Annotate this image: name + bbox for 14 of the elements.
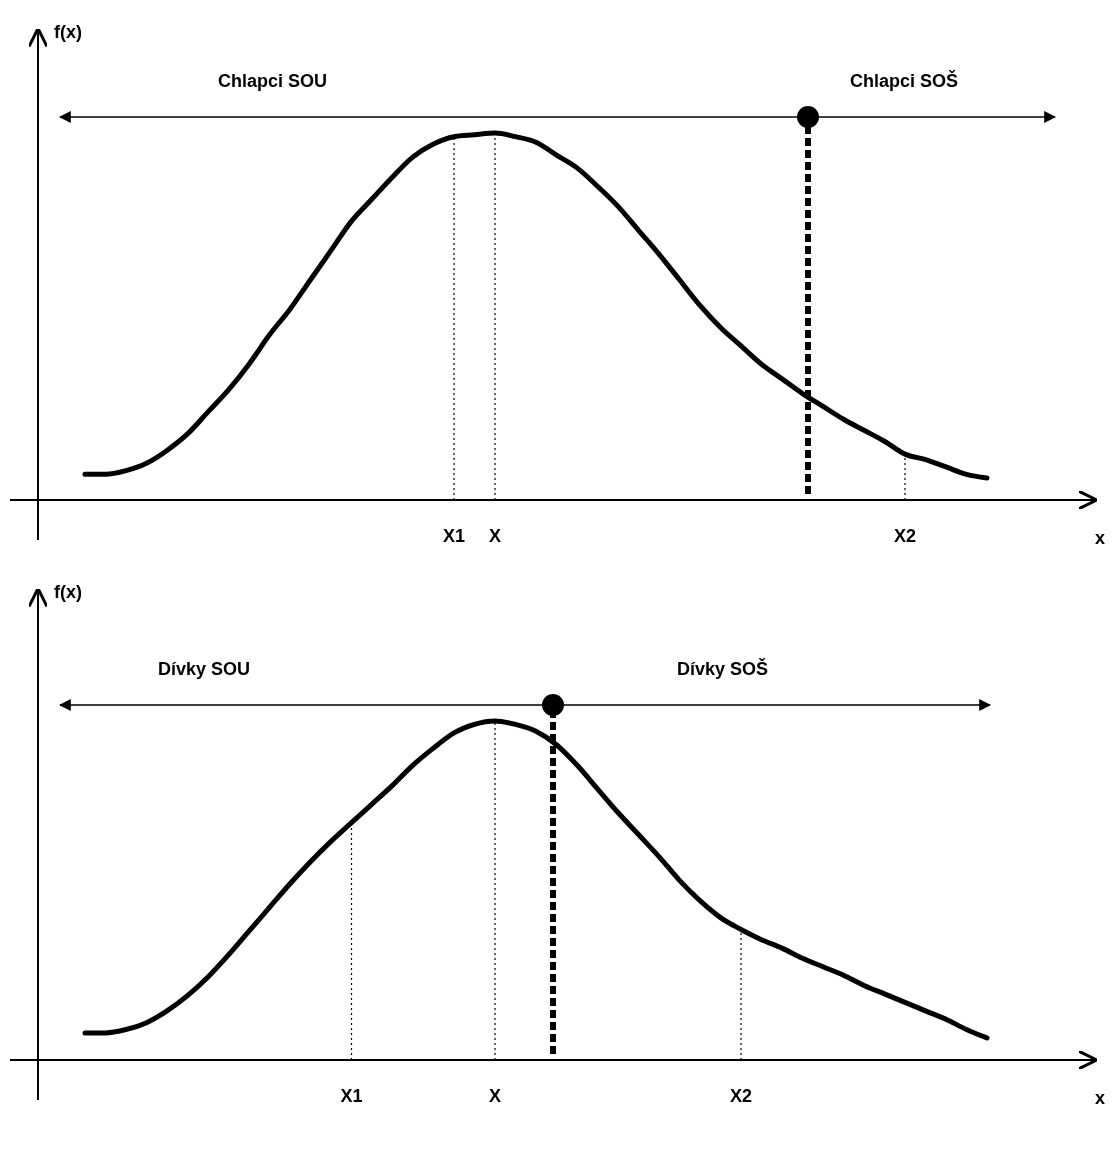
text: Chlapci SOŠ [849,70,958,91]
y-axis-title: f(x) [54,22,82,42]
x-tick-label: X [488,526,502,546]
x-axis-title: x [1094,528,1106,548]
x-tick-label: X2 [729,1086,753,1106]
text: Chlapci SOU [218,71,328,91]
x-tick-label: X1 [340,1086,363,1106]
x-axis-title: x [1094,1088,1106,1108]
y-axis-title: f(x) [54,582,82,602]
x-tick-label: X [488,1086,502,1106]
text: Dívky SOŠ [676,658,768,679]
x-tick-label: X1 [442,526,466,546]
text: Dívky SOU [158,659,251,679]
x-tick-label: X2 [893,526,917,546]
